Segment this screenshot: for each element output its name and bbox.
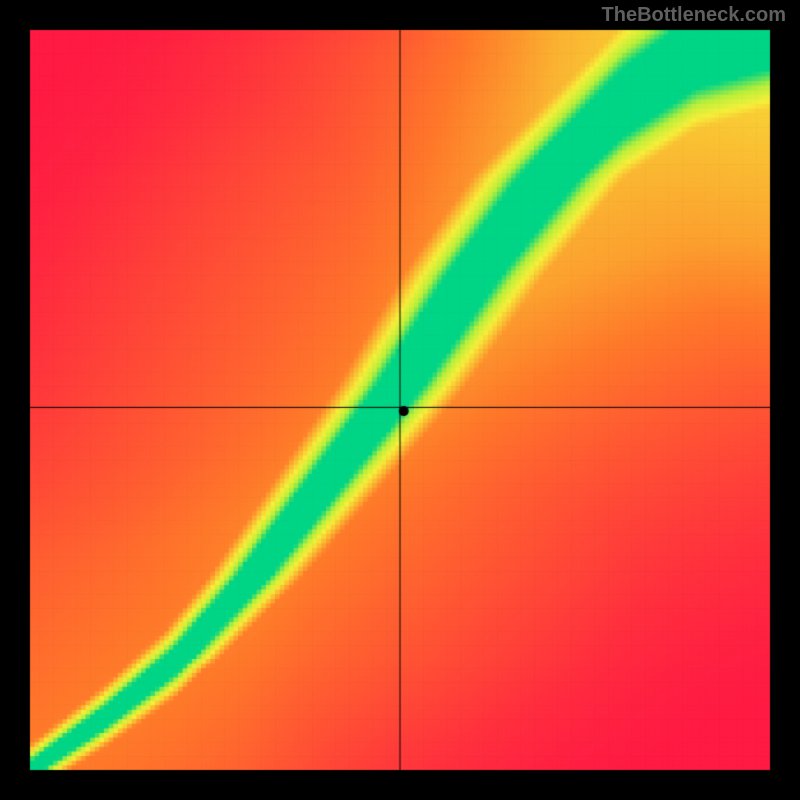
heatmap-canvas	[0, 0, 800, 800]
chart-container: TheBottleneck.com	[0, 0, 800, 800]
watermark-text: TheBottleneck.com	[602, 4, 786, 27]
